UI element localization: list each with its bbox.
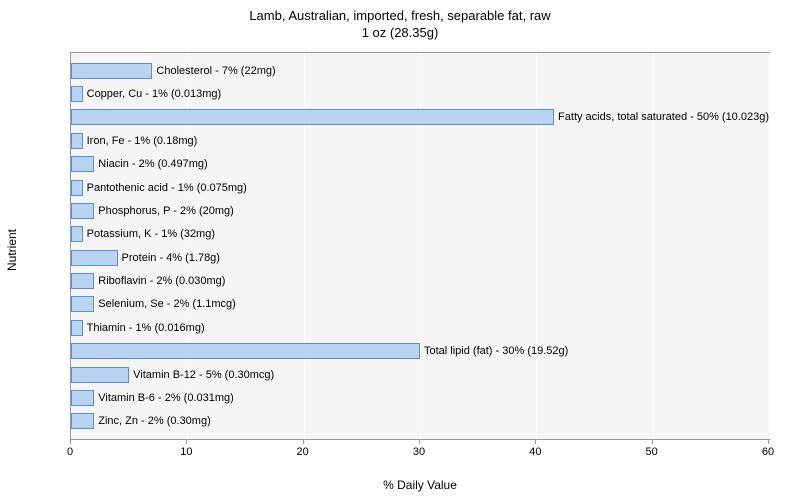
bar (71, 109, 554, 125)
bar-row: Vitamin B-12 - 5% (0.30mcg) (71, 366, 769, 384)
bar-row: Niacin - 2% (0.497mg) (71, 155, 769, 173)
plot-area: Cholesterol - 7% (22mg) Copper, Cu - 1% (… (70, 52, 770, 440)
bar-row: Potassium, K - 1% (32mg) (71, 225, 769, 243)
x-tick-mark (535, 439, 536, 444)
bar-row: Copper, Cu - 1% (0.013mg) (71, 85, 769, 103)
x-tick-label: 60 (762, 446, 774, 458)
bar (71, 133, 83, 149)
x-tick-label: 20 (297, 446, 309, 458)
bar-label: Protein - 4% (1.78g) (122, 252, 220, 264)
bar (71, 413, 94, 429)
bar-row: Selenium, Se - 2% (1.1mcg) (71, 295, 769, 313)
x-tick-label: 0 (67, 446, 73, 458)
x-ticks: 0102030405060 (70, 442, 770, 462)
bar-label: Potassium, K - 1% (32mg) (87, 228, 215, 240)
x-tick-mark (419, 439, 420, 444)
x-tick-label: 10 (180, 446, 192, 458)
bar (71, 86, 83, 102)
bar (71, 250, 118, 266)
title-line-2: 1 oz (28.35g) (0, 25, 800, 42)
bar-label: Zinc, Zn - 2% (0.30mg) (98, 415, 210, 427)
x-tick-label: 40 (529, 446, 541, 458)
bars-group: Cholesterol - 7% (22mg) Copper, Cu - 1% (… (71, 59, 769, 433)
bar-row: Protein - 4% (1.78g) (71, 249, 769, 267)
gridline (769, 53, 770, 439)
x-tick-mark (768, 439, 769, 444)
bar-label: Fatty acids, total saturated - 50% (10.0… (558, 111, 769, 123)
x-tick-label: 30 (413, 446, 425, 458)
bar-label: Iron, Fe - 1% (0.18mg) (87, 135, 198, 147)
bar (71, 367, 129, 383)
bar-label: Phosphorus, P - 2% (20mg) (98, 205, 234, 217)
bar (71, 180, 83, 196)
nutrient-chart: Lamb, Australian, imported, fresh, separ… (0, 0, 800, 500)
x-tick-mark (652, 439, 653, 444)
bar-label: Niacin - 2% (0.497mg) (98, 158, 207, 170)
bar-label: Pantothenic acid - 1% (0.075mg) (87, 182, 247, 194)
chart-title: Lamb, Australian, imported, fresh, separ… (0, 0, 800, 42)
x-tick-label: 50 (646, 446, 658, 458)
bar-row: Riboflavin - 2% (0.030mg) (71, 272, 769, 290)
bar (71, 343, 420, 359)
x-tick-mark (186, 439, 187, 444)
bar-label: Riboflavin - 2% (0.030mg) (98, 275, 225, 287)
bar-row: Fatty acids, total saturated - 50% (10.0… (71, 108, 769, 126)
bar-label: Copper, Cu - 1% (0.013mg) (87, 88, 222, 100)
bar-label: Thiamin - 1% (0.016mg) (87, 322, 205, 334)
bar-row: Cholesterol - 7% (22mg) (71, 62, 769, 80)
bar-label: Cholesterol - 7% (22mg) (156, 65, 275, 77)
bar (71, 296, 94, 312)
bar (71, 226, 83, 242)
bar-row: Vitamin B-6 - 2% (0.031mg) (71, 389, 769, 407)
x-tick-mark (303, 439, 304, 444)
x-axis-label: % Daily Value (70, 478, 770, 492)
x-tick-mark (70, 439, 71, 444)
bar (71, 203, 94, 219)
bar (71, 390, 94, 406)
y-axis-label: Nutrient (5, 229, 19, 271)
bar-label: Vitamin B-12 - 5% (0.30mcg) (133, 369, 274, 381)
bar-row: Zinc, Zn - 2% (0.30mg) (71, 412, 769, 430)
bar-label: Selenium, Se - 2% (1.1mcg) (98, 298, 236, 310)
bar (71, 273, 94, 289)
bar-label: Vitamin B-6 - 2% (0.031mg) (98, 392, 234, 404)
bar (71, 156, 94, 172)
bar-row: Phosphorus, P - 2% (20mg) (71, 202, 769, 220)
bar-row: Pantothenic acid - 1% (0.075mg) (71, 179, 769, 197)
bar-row: Thiamin - 1% (0.016mg) (71, 319, 769, 337)
title-line-1: Lamb, Australian, imported, fresh, separ… (0, 8, 800, 25)
bar-row: Iron, Fe - 1% (0.18mg) (71, 132, 769, 150)
bar (71, 320, 83, 336)
bar (71, 63, 152, 79)
bar-row: Total lipid (fat) - 30% (19.52g) (71, 342, 769, 360)
bar-label: Total lipid (fat) - 30% (19.52g) (424, 345, 568, 357)
